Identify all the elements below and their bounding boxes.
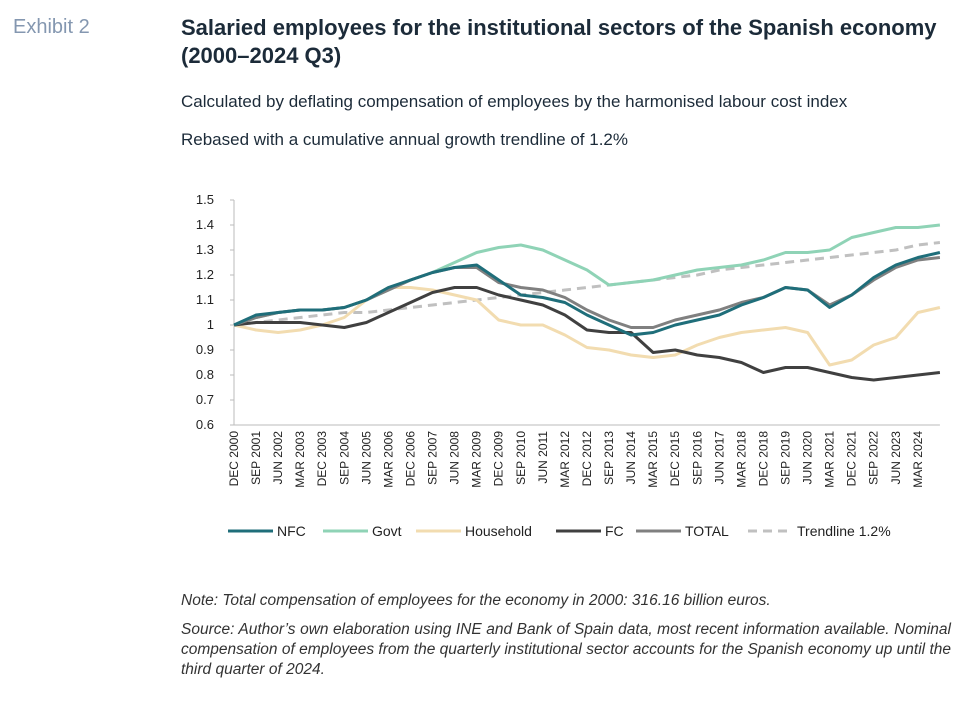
series-line xyxy=(233,256,941,329)
x-tick-label: SEP 2022 xyxy=(867,431,881,485)
y-tick-label: 1.3 xyxy=(196,242,214,257)
x-tick-label: SEP 2010 xyxy=(514,431,528,485)
x-tick-label: MAR 2018 xyxy=(734,431,748,488)
x-tick-label: SEP 2016 xyxy=(690,431,704,485)
legend-label: Govt xyxy=(372,523,402,539)
x-tick-label: SEP 2013 xyxy=(602,431,616,485)
x-tick-label: SEP 2004 xyxy=(337,431,351,485)
x-tick-label: DEC 2015 xyxy=(668,431,682,487)
y-tick-label: 0.7 xyxy=(196,392,214,407)
x-tick-label: DEC 2006 xyxy=(403,431,417,487)
x-tick-label: SEP 2007 xyxy=(426,431,440,485)
x-tick-label: MAR 2012 xyxy=(558,431,572,488)
x-tick-label: JUN 2014 xyxy=(624,431,638,485)
x-tick-label: DEC 2000 xyxy=(227,431,241,487)
x-tick-label: SEP 2019 xyxy=(779,431,793,485)
x-tick-label: MAR 2024 xyxy=(911,431,925,488)
x-tick-label: SEP 2001 xyxy=(249,431,263,485)
legend-label: Trendline 1.2% xyxy=(797,523,891,539)
series-line xyxy=(233,286,941,367)
x-tick-label: MAR 2015 xyxy=(646,431,660,488)
x-tick-label: MAR 2003 xyxy=(293,431,307,488)
x-tick-label: MAR 2009 xyxy=(470,431,484,488)
subtitle: Rebased with a cumulative annual growth … xyxy=(181,130,628,149)
x-tick-label: JUN 2002 xyxy=(271,431,285,485)
series-line xyxy=(233,241,941,327)
y-tick-label: 1.4 xyxy=(196,217,214,232)
x-tick-label: JUN 2008 xyxy=(448,431,462,485)
x-tick-label: JUN 2020 xyxy=(801,431,815,485)
y-tick-label: 1.5 xyxy=(196,192,214,207)
note: Note: Total compensation of employees fo… xyxy=(181,592,771,609)
exhibit-label: Exhibit 2 xyxy=(13,16,90,38)
x-tick-label: MAR 2006 xyxy=(381,431,395,488)
chart-title: Salaried employees for the institutional… xyxy=(181,15,937,68)
x-tick-label: DEC 2012 xyxy=(580,431,594,487)
y-tick-label: 1.2 xyxy=(196,267,214,282)
series-line xyxy=(233,286,941,382)
legend-label: TOTAL xyxy=(685,523,729,539)
subtitle: Calculated by deflating compensation of … xyxy=(181,92,848,111)
legend-label: Household xyxy=(465,523,532,539)
x-tick-label: DEC 2021 xyxy=(845,431,859,487)
y-tick-label: 1 xyxy=(207,317,214,332)
y-tick-label: 0.6 xyxy=(196,417,214,432)
x-tick-label: DEC 2003 xyxy=(315,431,329,487)
x-tick-label: JUN 2023 xyxy=(889,431,903,485)
y-tick-label: 0.8 xyxy=(196,367,214,382)
x-tick-label: JUN 2005 xyxy=(359,431,373,485)
x-tick-label: JUN 2017 xyxy=(712,431,726,485)
legend-label: NFC xyxy=(277,523,306,539)
x-tick-label: DEC 2009 xyxy=(492,431,506,487)
legend-label: FC xyxy=(605,523,624,539)
source: Source: Author’s own elaboration using I… xyxy=(181,621,951,678)
x-tick-label: DEC 2018 xyxy=(756,431,770,487)
x-tick-label: JUN 2011 xyxy=(536,431,550,484)
y-tick-label: 0.9 xyxy=(196,342,214,357)
x-tick-label: MAR 2021 xyxy=(823,431,837,488)
y-tick-label: 1.1 xyxy=(196,292,214,307)
series-line xyxy=(233,251,941,337)
